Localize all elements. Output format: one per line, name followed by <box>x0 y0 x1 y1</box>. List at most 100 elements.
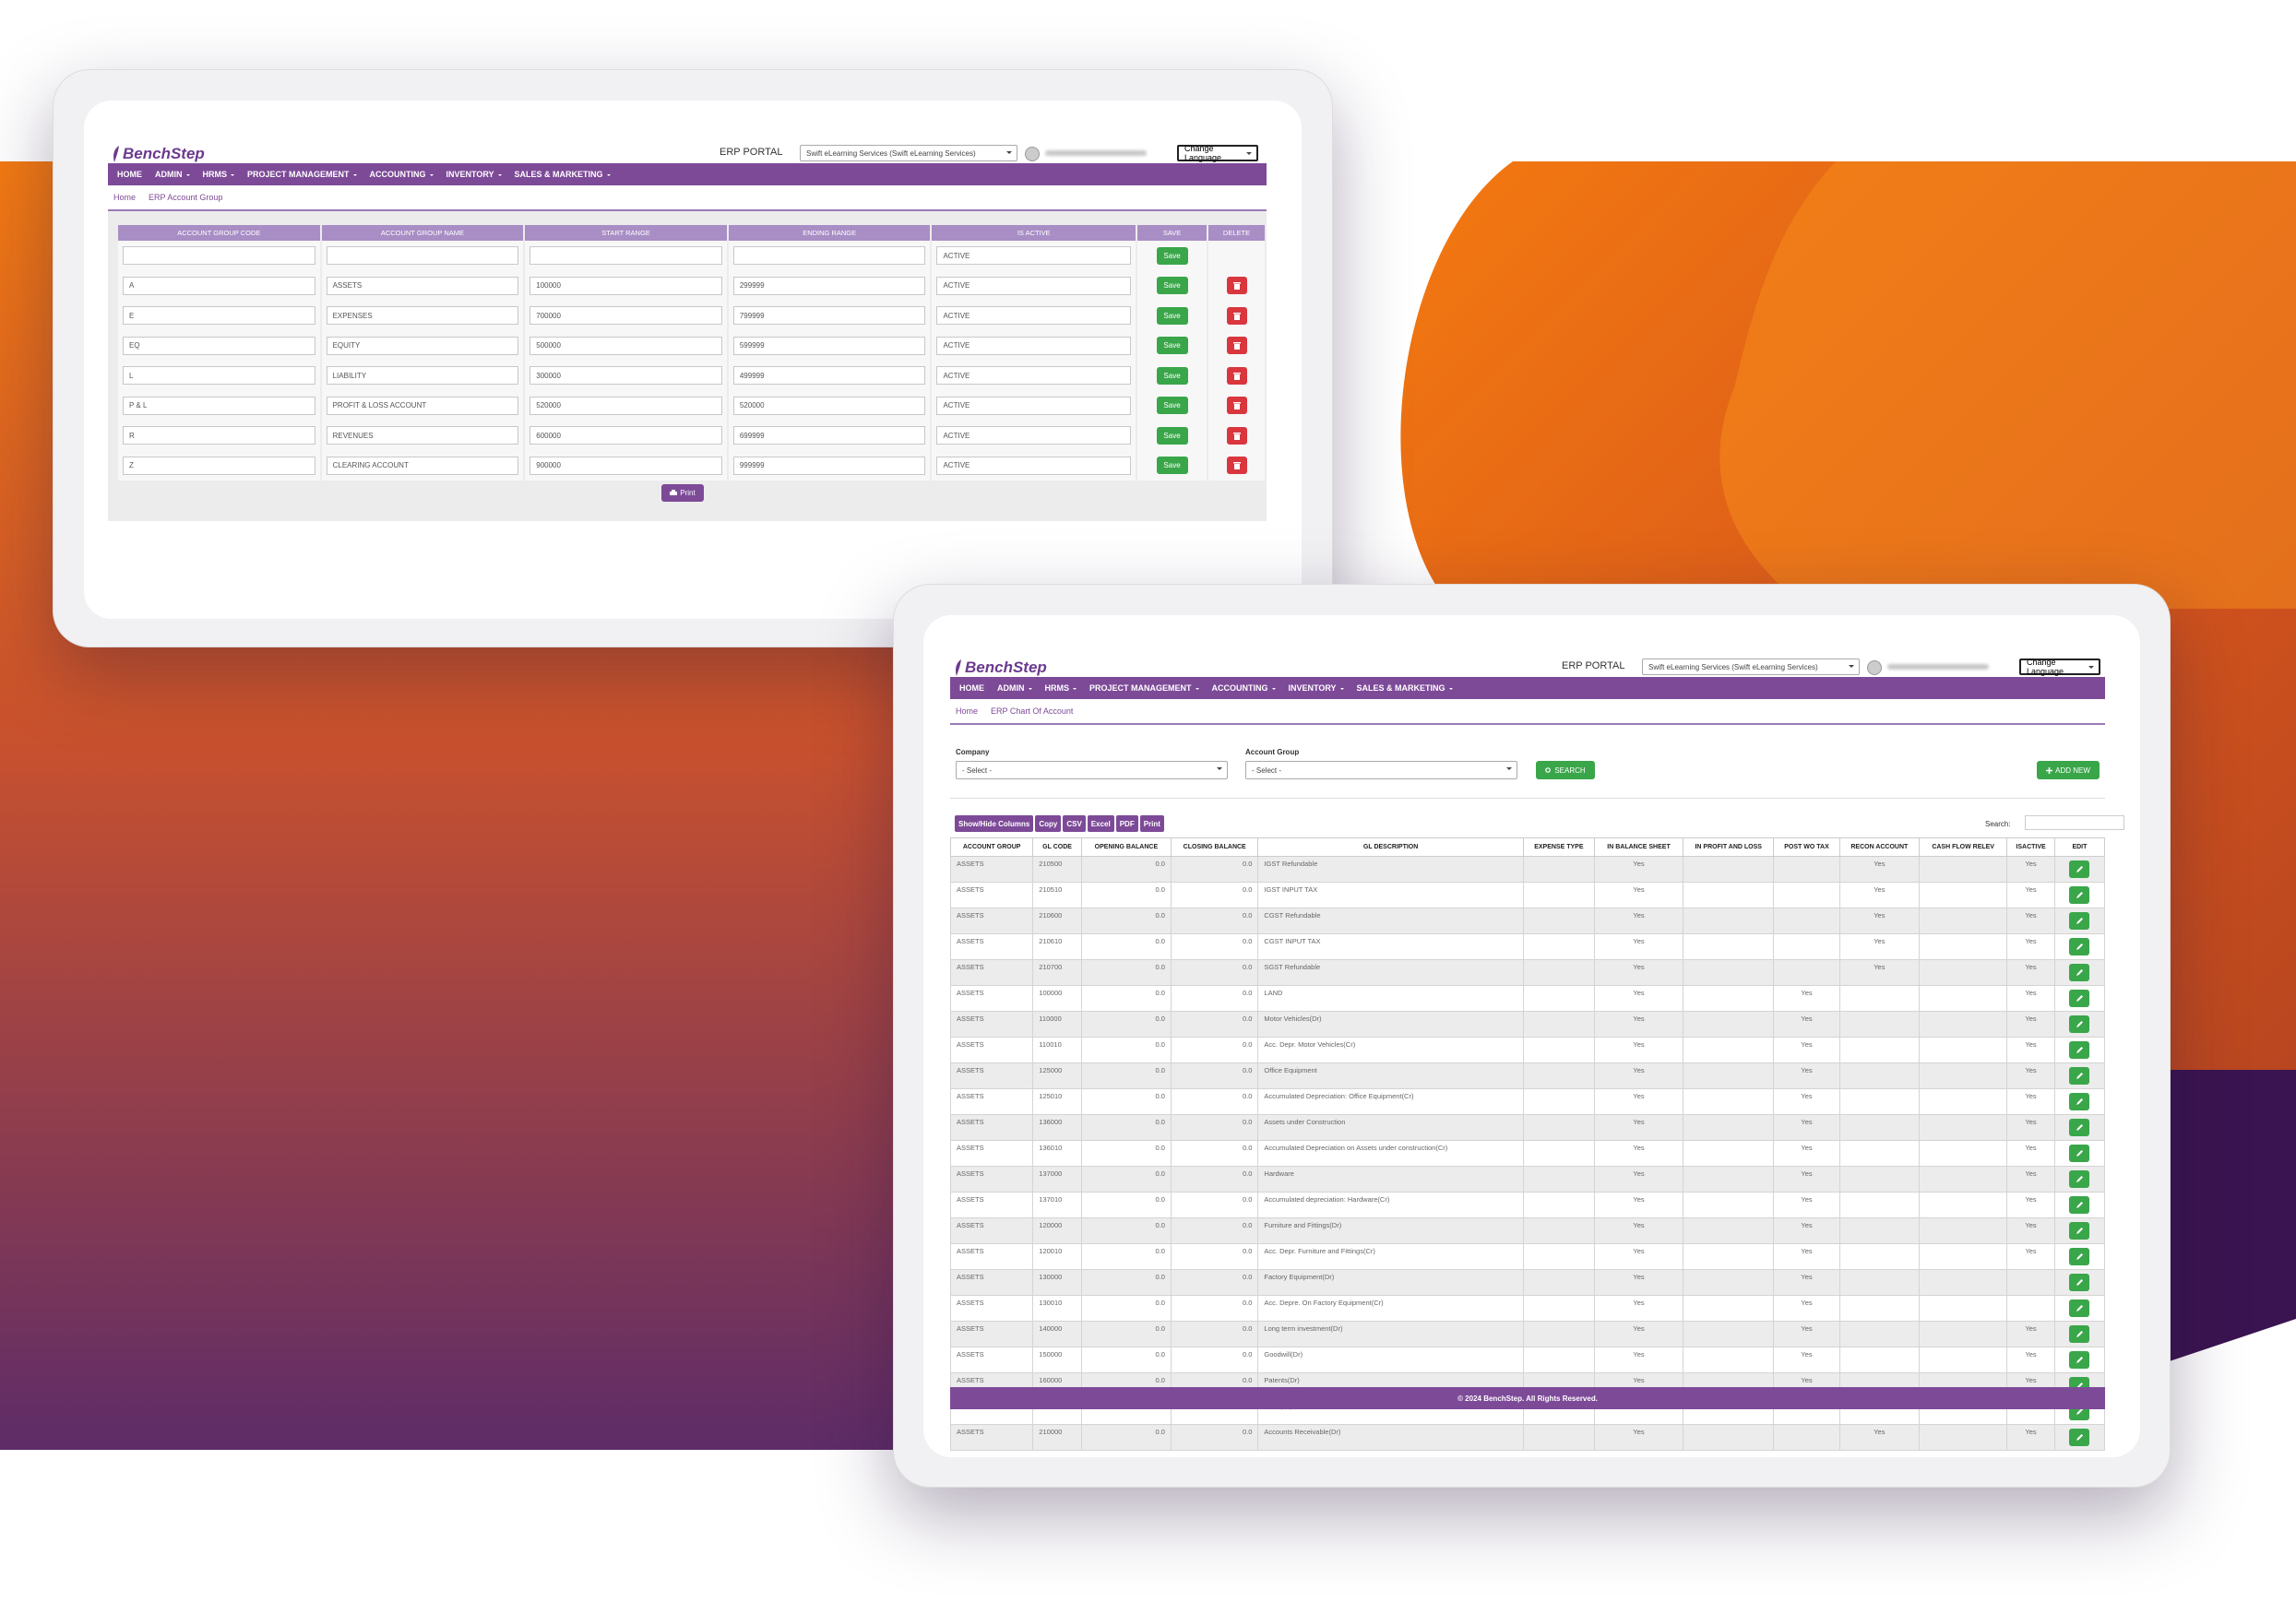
toolbar-button[interactable]: Print <box>1139 815 1164 832</box>
text-input[interactable]: LIABILITY <box>326 366 519 386</box>
text-input[interactable]: 500000 <box>529 336 722 355</box>
status-select[interactable]: ACTIVE <box>936 306 1132 326</box>
menu-item[interactable]: HRMS <box>1045 683 1077 693</box>
edit-button[interactable] <box>2069 1119 2090 1136</box>
edit-button[interactable] <box>2069 1093 2090 1110</box>
edit-button[interactable] <box>2069 860 2090 878</box>
edit-button[interactable] <box>2069 1300 2090 1317</box>
edit-button[interactable] <box>2069 1325 2090 1343</box>
toolbar-button[interactable]: Copy <box>1035 815 1062 832</box>
text-input[interactable]: 599999 <box>732 336 926 355</box>
edit-button[interactable] <box>2069 964 2090 981</box>
edit-button[interactable] <box>2069 990 2090 1007</box>
menu-item[interactable]: PROJECT MANAGEMENT <box>247 170 357 179</box>
add-button[interactable]: ADD NEW <box>2037 761 2100 779</box>
text-input[interactable]: EQUITY <box>326 336 519 355</box>
toolbar-button[interactable]: Show/Hide Columns <box>955 815 1034 832</box>
save-button[interactable]: Save <box>1156 366 1188 385</box>
edit-button[interactable] <box>2069 1274 2090 1291</box>
menu-item[interactable]: SALES & MARKETING <box>1357 683 1453 693</box>
search-button[interactable]: SEARCH <box>1536 761 1595 779</box>
edit-button[interactable] <box>2069 886 2090 904</box>
edit-button[interactable] <box>2069 1248 2090 1265</box>
group-filter[interactable]: - Select - <box>1245 761 1517 779</box>
company-filter[interactable]: - Select - <box>956 761 1228 779</box>
save-button[interactable]: Save <box>1156 337 1188 355</box>
status-select[interactable]: ACTIVE <box>936 366 1132 386</box>
menu-item[interactable]: ACCOUNTING <box>370 170 434 179</box>
text-input[interactable]: 700000 <box>529 306 722 326</box>
delete-button[interactable] <box>1226 366 1247 385</box>
text-input[interactable]: 520000 <box>732 396 926 415</box>
text-input[interactable]: Z <box>123 456 315 475</box>
delete-button[interactable] <box>1226 426 1247 445</box>
delete-button[interactable] <box>1226 397 1247 415</box>
menu-item[interactable]: PROJECT MANAGEMENT <box>1089 683 1199 693</box>
menu-item[interactable]: INVENTORY <box>1289 683 1344 693</box>
language-select[interactable]: Change Language <box>1177 144 1258 162</box>
toolbar-button[interactable]: PDF <box>1115 815 1138 832</box>
text-input[interactable]: EQ <box>123 336 315 355</box>
text-input[interactable]: A <box>123 276 315 295</box>
text-input[interactable]: 499999 <box>732 366 926 386</box>
edit-button[interactable] <box>2069 1170 2090 1188</box>
text-input[interactable] <box>529 246 722 266</box>
text-input[interactable]: L <box>123 366 315 386</box>
text-input[interactable]: EXPENSES <box>326 306 519 326</box>
text-input[interactable]: 299999 <box>732 276 926 295</box>
save-button[interactable]: Save <box>1156 246 1188 265</box>
status-select[interactable]: ACTIVE <box>936 246 1132 266</box>
breadcrumb-item[interactable]: Home <box>956 706 979 716</box>
menu-item[interactable]: ACCOUNTING <box>1212 683 1276 693</box>
text-input[interactable]: R <box>123 426 315 445</box>
delete-button[interactable] <box>1226 306 1247 325</box>
breadcrumb-item[interactable]: Home <box>113 193 137 202</box>
menu-item[interactable]: HRMS <box>203 170 235 179</box>
text-input[interactable] <box>732 246 926 266</box>
company-select[interactable]: Swift eLearning Services (Swift eLearnin… <box>800 145 1017 161</box>
text-input[interactable]: P & L <box>123 396 315 415</box>
text-input[interactable]: 699999 <box>732 426 926 445</box>
menu-item[interactable]: INVENTORY <box>446 170 502 179</box>
company-select[interactable]: Swift eLearning Services (Swift eLearnin… <box>1642 659 1860 675</box>
edit-button[interactable] <box>2069 1351 2090 1369</box>
edit-button[interactable] <box>2069 1041 2090 1059</box>
menu-item[interactable]: HOME <box>959 683 984 693</box>
text-input[interactable] <box>326 246 519 266</box>
search-input[interactable] <box>2025 815 2124 830</box>
edit-button[interactable] <box>2069 938 2090 955</box>
status-select[interactable]: ACTIVE <box>936 396 1132 415</box>
text-input[interactable]: E <box>123 306 315 326</box>
edit-button[interactable] <box>2069 1429 2090 1446</box>
menu-item[interactable]: ADMIN <box>155 170 190 179</box>
menu-item[interactable]: SALES & MARKETING <box>515 170 611 179</box>
text-input[interactable]: 300000 <box>529 366 722 386</box>
edit-button[interactable] <box>2069 912 2090 930</box>
language-select[interactable]: Change Language <box>2019 658 2100 676</box>
text-input[interactable]: ASSETS <box>326 276 519 295</box>
edit-button[interactable] <box>2069 1015 2090 1033</box>
menu-item[interactable]: HOME <box>117 170 142 179</box>
text-input[interactable] <box>123 246 315 266</box>
delete-button[interactable] <box>1226 277 1247 295</box>
menu-item[interactable]: ADMIN <box>997 683 1032 693</box>
delete-button[interactable] <box>1226 457 1247 475</box>
text-input[interactable]: 999999 <box>732 456 926 475</box>
text-input[interactable]: REVENUES <box>326 426 519 445</box>
status-select[interactable]: ACTIVE <box>936 276 1132 295</box>
save-button[interactable]: Save <box>1156 306 1188 325</box>
edit-button[interactable] <box>2069 1222 2090 1240</box>
save-button[interactable]: Save <box>1156 426 1188 445</box>
text-input[interactable]: 520000 <box>529 396 722 415</box>
text-input[interactable]: CLEARING ACCOUNT <box>326 456 519 475</box>
delete-button[interactable] <box>1226 337 1247 355</box>
status-select[interactable]: ACTIVE <box>936 336 1132 355</box>
text-input[interactable]: 900000 <box>529 456 722 475</box>
text-input[interactable]: 100000 <box>529 276 722 295</box>
edit-button[interactable] <box>2069 1067 2090 1085</box>
edit-button[interactable] <box>2069 1145 2090 1162</box>
save-button[interactable]: Save <box>1156 277 1188 295</box>
text-input[interactable]: 799999 <box>732 306 926 326</box>
text-input[interactable]: PROFIT & LOSS ACCOUNT <box>326 396 519 415</box>
print-button[interactable]: Print <box>661 484 704 502</box>
